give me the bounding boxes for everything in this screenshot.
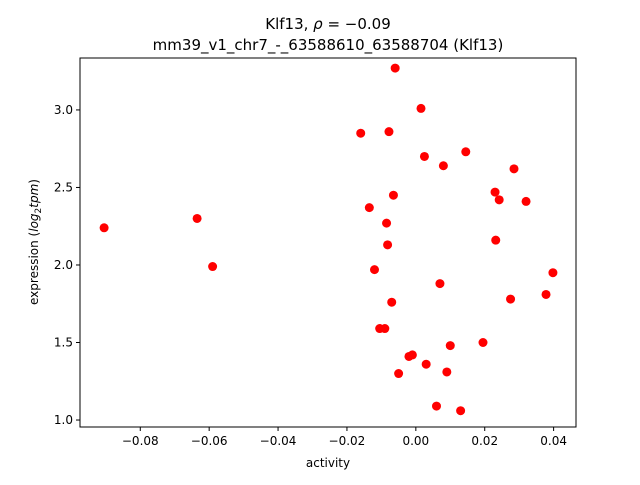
data-point [192, 213, 202, 223]
data-point [491, 235, 501, 245]
data-point [370, 265, 379, 275]
x-tick-label: 0.00 [402, 434, 429, 448]
y-tick-label: 1.0 [54, 413, 73, 427]
x-axis-ticks: −0.08 −0.06 −0.04 −0.02 0.00 0.02 0.04 [122, 427, 567, 448]
data-point [432, 401, 441, 411]
data-point [387, 297, 397, 307]
data-point [383, 240, 393, 250]
data-point [416, 103, 426, 113]
x-tick-label: −0.04 [260, 434, 297, 448]
data-point [382, 218, 392, 228]
chart-title-line2: mm39_v1_chr7_-_63588610_63588704 (Klf13) [153, 36, 504, 55]
data-point [394, 369, 404, 379]
x-axis-label: activity [306, 456, 350, 470]
axes-frame [79, 57, 577, 428]
x-tick-label: −0.02 [329, 434, 366, 448]
data-point [384, 127, 394, 137]
data-point [445, 341, 455, 351]
data-point [99, 223, 109, 233]
chart-title-line1: Klf13, ρ = −0.09 [265, 15, 391, 33]
data-point [548, 268, 558, 278]
y-tick-label: 2.0 [54, 258, 73, 272]
data-point [364, 203, 374, 213]
data-point [490, 187, 500, 197]
y-tick-label: 3.0 [54, 103, 73, 117]
data-point [494, 195, 504, 205]
data-point [208, 262, 218, 272]
x-tick-label: −0.08 [122, 434, 159, 448]
data-point [380, 324, 390, 334]
data-point [478, 338, 488, 347]
data-point [407, 350, 417, 360]
data-point [419, 151, 429, 161]
data-point [388, 190, 398, 200]
y-axis-label: expression (log2tpm) [27, 179, 44, 305]
x-tick-label: 0.04 [540, 434, 567, 448]
data-point [356, 128, 366, 138]
y-axis-ticks: 1.0 1.5 2.0 2.5 3.0 [54, 103, 80, 427]
data-point [541, 289, 551, 299]
data-point [390, 63, 400, 73]
data-point [506, 294, 516, 304]
x-tick-label: 0.02 [471, 434, 498, 448]
data-point [435, 279, 445, 289]
data-point [509, 164, 519, 174]
data-point [461, 147, 471, 157]
data-point [442, 367, 452, 377]
y-tick-label: 1.5 [54, 336, 73, 350]
y-tick-label: 2.5 [54, 180, 73, 194]
data-point [438, 161, 448, 171]
x-tick-label: −0.06 [191, 434, 228, 448]
data-point [521, 196, 531, 206]
data-point [456, 406, 466, 416]
plot-area [99, 63, 558, 416]
data-point [421, 359, 431, 369]
